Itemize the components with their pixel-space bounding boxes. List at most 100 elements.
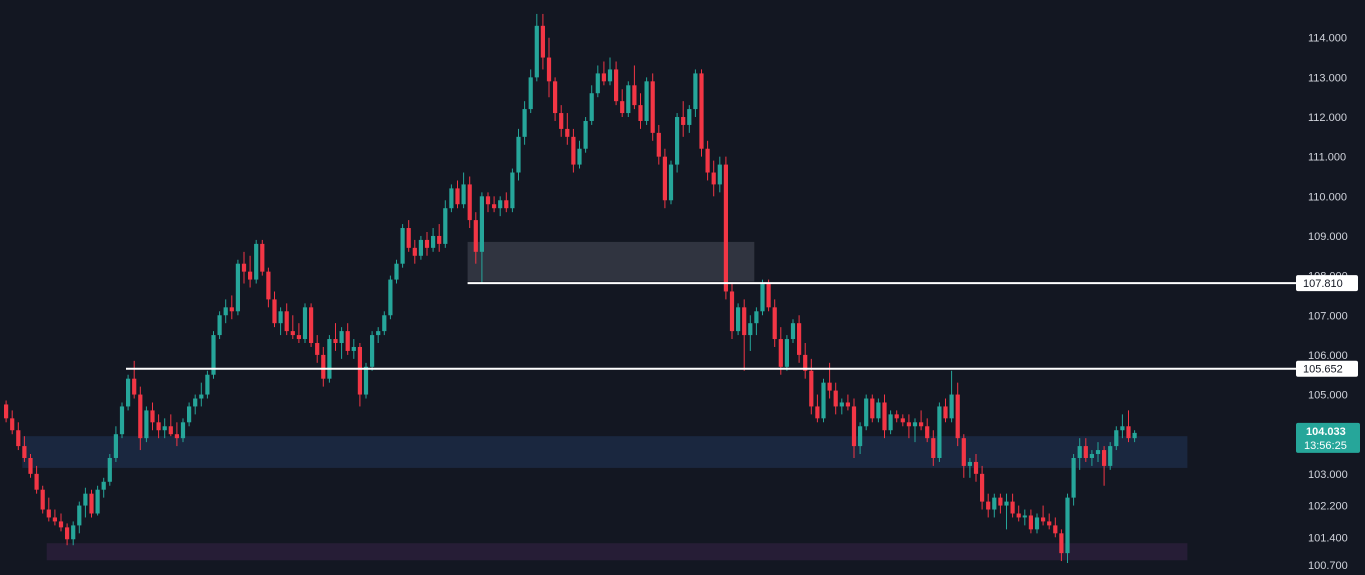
candle <box>711 160 716 197</box>
candle-body <box>510 172 515 209</box>
candle-body <box>681 117 686 125</box>
candle <box>1120 414 1125 439</box>
candle <box>772 299 777 347</box>
candle-body <box>699 73 704 149</box>
candle <box>119 402 125 439</box>
candle-body <box>302 307 308 340</box>
candle-body <box>412 247 417 256</box>
candle <box>290 315 295 340</box>
candle-body <box>357 346 362 395</box>
candle <box>986 493 991 518</box>
candle-body <box>864 398 869 427</box>
candle <box>58 513 64 532</box>
candle-body <box>1022 515 1027 518</box>
candle <box>1004 493 1009 530</box>
candle <box>638 93 643 129</box>
candle-body <box>1016 513 1021 518</box>
candle <box>882 394 887 439</box>
current-price-tag: 104.033 13:56:25 <box>1296 422 1360 453</box>
candle <box>174 422 179 447</box>
candle <box>583 117 588 153</box>
candle-body <box>809 370 814 407</box>
candle-body <box>498 200 503 209</box>
zones-layer <box>22 241 1188 561</box>
candle <box>156 414 161 439</box>
candle <box>205 370 210 399</box>
candle <box>650 73 655 141</box>
candle <box>107 454 112 486</box>
candle-body <box>52 517 57 522</box>
candle <box>839 398 844 415</box>
candle-body <box>467 184 472 221</box>
candle-body <box>803 354 808 371</box>
candle-body <box>107 457 112 482</box>
candle <box>973 454 979 482</box>
candle <box>235 259 240 316</box>
candle <box>10 410 15 435</box>
candle <box>260 239 265 276</box>
candle-body <box>4 404 9 419</box>
candle-body <box>931 438 936 458</box>
candle-body <box>241 263 247 272</box>
candle <box>95 485 100 516</box>
candle <box>254 239 259 284</box>
candle <box>199 382 204 407</box>
candle-body <box>1034 517 1040 530</box>
candle-body <box>601 73 606 82</box>
level-price-tag: 107.810 <box>1296 275 1358 292</box>
candle-body <box>912 422 918 427</box>
candle-body <box>632 85 637 106</box>
candle-body <box>113 434 118 458</box>
candle <box>705 140 710 181</box>
candle <box>736 303 741 336</box>
candle <box>522 101 527 145</box>
candle <box>296 323 301 344</box>
candle-body <box>687 109 692 125</box>
candle-body <box>333 339 338 344</box>
candle <box>467 176 472 229</box>
candle-body <box>528 77 533 110</box>
candle-body <box>845 402 850 407</box>
candle-body <box>577 148 582 165</box>
candle-body <box>607 69 613 82</box>
candle-body <box>705 148 710 173</box>
candle <box>437 224 442 252</box>
candle-body <box>162 426 167 431</box>
candle <box>485 192 491 213</box>
candle-body <box>363 366 369 395</box>
candle <box>815 394 820 423</box>
candle-body <box>638 105 643 121</box>
candle <box>388 275 393 320</box>
candle <box>937 402 942 462</box>
candle-body <box>394 263 399 280</box>
candle-body <box>290 331 295 336</box>
candle-body <box>40 489 45 510</box>
candle-body <box>254 243 259 280</box>
candle <box>864 394 869 431</box>
svg-text:105.652: 105.652 <box>1303 364 1343 376</box>
candle-body <box>711 172 716 185</box>
candle-body <box>620 101 625 114</box>
candle-body <box>1132 432 1137 439</box>
candle <box>943 398 948 423</box>
svg-text:107.810: 107.810 <box>1303 278 1343 290</box>
candle <box>431 228 436 252</box>
candle-body <box>272 299 277 324</box>
candle-body <box>376 331 381 336</box>
candle-body <box>168 426 173 435</box>
candle-body <box>943 406 948 419</box>
candle <box>1077 438 1082 470</box>
candle <box>284 303 289 336</box>
candle <box>949 370 954 423</box>
candle-body <box>827 382 832 391</box>
candle-body <box>656 132 661 157</box>
candle <box>912 418 918 443</box>
candle-body <box>742 307 747 336</box>
bar-countdown: 13:56:25 <box>1304 440 1347 452</box>
candle <box>778 327 783 375</box>
candle-body <box>485 196 491 205</box>
candle <box>473 212 478 264</box>
candle-body <box>937 406 942 458</box>
candle <box>919 410 924 431</box>
